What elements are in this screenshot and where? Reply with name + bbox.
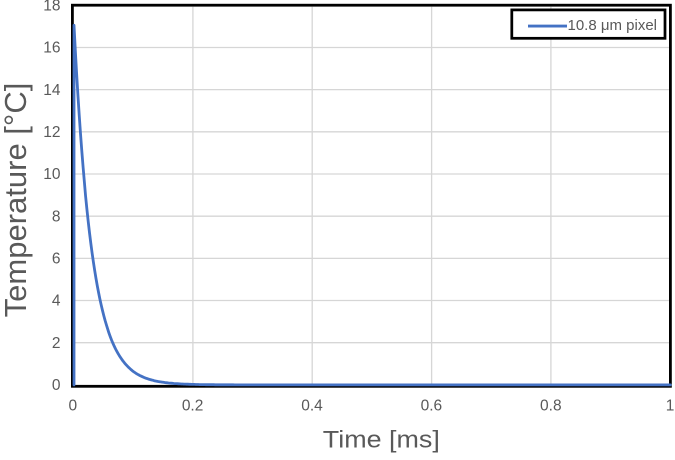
svg-text:4: 4 [52,293,61,310]
svg-text:0.6: 0.6 [421,397,443,414]
svg-text:0.2: 0.2 [182,397,204,414]
svg-text:0.8: 0.8 [540,397,562,414]
svg-text:0.4: 0.4 [301,397,323,414]
svg-text:2: 2 [52,335,61,352]
svg-text:14: 14 [43,82,61,99]
svg-text:16: 16 [43,40,60,57]
svg-text:8: 8 [52,208,61,225]
svg-text:Temperature [°C]: Temperature [°C] [0,83,33,318]
svg-text:0: 0 [68,397,77,414]
svg-text:1: 1 [666,397,675,414]
svg-text:10.8 μm pixel: 10.8 μm pixel [568,17,658,34]
svg-text:12: 12 [43,124,60,141]
svg-text:0: 0 [52,377,61,394]
svg-text:Time [ms]: Time [ms] [323,428,440,454]
svg-text:6: 6 [52,251,61,268]
svg-text:18: 18 [43,0,60,15]
svg-text:10: 10 [43,166,61,183]
